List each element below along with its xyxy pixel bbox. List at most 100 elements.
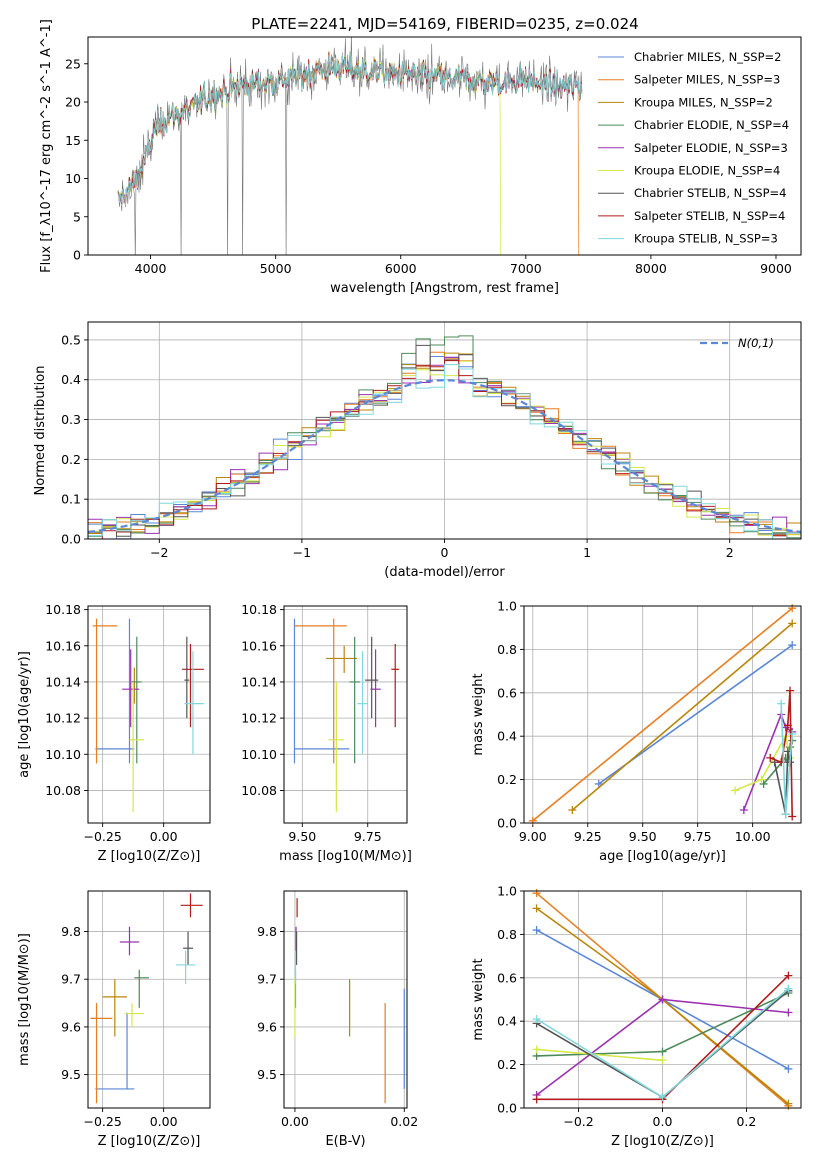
plus-marker (658, 1093, 667, 1102)
mass-vs-Z-axes (84, 891, 210, 1112)
plus-marker (788, 619, 797, 628)
x-tick-label: 9.75 (684, 829, 712, 844)
y-tick-label: 0.2 (497, 772, 517, 787)
y-tick-label: 10.14 (45, 674, 81, 689)
y-tick-label: 0.0 (497, 1101, 517, 1116)
y-axis-label: mass weight (471, 673, 486, 755)
model-spectrum-line (117, 51, 583, 207)
observed-spectrum-line (117, 37, 583, 255)
y-axis-label: mass weight (471, 958, 486, 1040)
residual-histogram-series (88, 364, 801, 539)
data-point (184, 651, 204, 755)
plus-marker (658, 1047, 667, 1056)
x-tick-label: 9.50 (629, 829, 657, 844)
data-point (124, 1003, 145, 1027)
data-point (92, 618, 118, 764)
y-tick-label: 10.12 (45, 711, 81, 726)
y-tick-label: 1.0 (497, 599, 517, 614)
model-spectrum-line (117, 51, 583, 204)
x-tick-label: 2 (726, 545, 734, 560)
plus-marker (766, 753, 775, 762)
legend-label: Salpeter ELODIE, N_SSP=3 (634, 141, 788, 155)
y-tick-label: 0.0 (61, 532, 81, 547)
mass-vs-Z-frame (87, 890, 211, 1109)
y-tick-label: 10.16 (241, 638, 277, 653)
mass-weight-series-line (743, 712, 793, 811)
data-point (175, 950, 196, 984)
plus-marker (784, 1064, 793, 1073)
x-tick-label: 4000 (135, 261, 167, 276)
x-tick-label: 0.00 (150, 829, 178, 844)
x-tick-label: −0.25 (83, 1114, 121, 1129)
y-tick-label: 15 (65, 133, 81, 148)
plus-marker (532, 1045, 541, 1054)
x-tick-label: 0.2 (736, 1114, 756, 1129)
model-spectrum-line (117, 54, 583, 204)
plus-marker (759, 779, 768, 788)
data-point (119, 926, 140, 956)
mass-vs-EBV-axes (280, 891, 407, 1112)
normal-curve-line (88, 379, 801, 534)
y-tick-label: 10.10 (241, 747, 277, 762)
plus-marker (784, 971, 793, 980)
plus-marker (781, 810, 790, 819)
y-tick-label: 10.08 (45, 783, 81, 798)
data-point (349, 636, 360, 764)
model-spectrum-line (117, 53, 583, 205)
y-tick-label: 0.4 (61, 372, 81, 387)
data-point (90, 1003, 113, 1104)
plus-marker (788, 641, 797, 650)
y-tick-label: 0.8 (497, 642, 517, 657)
y-tick-label: 0.4 (497, 1014, 517, 1029)
mass-vs-EBV-frame (283, 890, 408, 1109)
data-point (95, 1012, 135, 1090)
legend-label: Chabrier STELIB, N_SSP=4 (634, 186, 786, 200)
y-tick-label: 10.18 (241, 602, 277, 617)
x-axis-label: E(B-V) (325, 1134, 365, 1149)
age-vs-mass-axes (280, 606, 407, 827)
x-tick-label: 7000 (510, 261, 542, 276)
data-point (183, 931, 193, 965)
legend-label: Salpeter MILES, N_SSP=3 (634, 73, 780, 87)
data-point (134, 969, 149, 1008)
plus-marker (784, 984, 793, 993)
y-tick-label: 9.7 (61, 972, 81, 987)
mass-weight-series-line (536, 1048, 663, 1062)
data-point (180, 893, 203, 918)
x-tick-label: 0 (441, 545, 449, 560)
x-axis-label: wavelength [Angstrom, rest frame] (330, 281, 559, 296)
legend-label: Salpeter STELIB, N_SSP=4 (634, 209, 785, 223)
plus-marker (532, 1095, 541, 1104)
y-tick-label: 10.14 (241, 674, 277, 689)
plus-marker (532, 1015, 541, 1024)
plus-marker (568, 805, 577, 814)
data-point (184, 636, 190, 719)
age-vs-mass-frame (283, 605, 408, 824)
y-tick-label: 10.12 (241, 711, 277, 726)
x-axis-label: Z [log10(Z/Z⊙)] (611, 1134, 714, 1149)
x-tick-label: −0.2 (563, 1114, 593, 1129)
age-vs-Z-axes (84, 606, 210, 827)
legend-label: Chabrier ELODIE, N_SSP=4 (634, 118, 789, 132)
x-tick-label: 9.25 (574, 829, 602, 844)
y-axis-label: Flux [f_λ10^-17 erg cm^-2 s^-1 A^-1] (39, 19, 54, 273)
plus-marker (739, 805, 748, 814)
plus-marker (783, 721, 792, 730)
plus-marker (788, 812, 797, 821)
data-point (391, 643, 400, 728)
x-tick-label: 1 (583, 545, 591, 560)
plus-marker (532, 926, 541, 935)
data-point (122, 649, 140, 728)
x-tick-label: 0.00 (150, 1114, 178, 1129)
plus-marker (658, 1056, 667, 1065)
data-point (95, 618, 135, 764)
data-point (294, 618, 347, 764)
y-tick-label: 0.4 (497, 729, 517, 744)
y-tick-label: 0.0 (497, 816, 517, 831)
y-tick-label: 10.18 (45, 602, 81, 617)
y-tick-label: 10 (65, 171, 81, 186)
y-tick-label: 10.08 (241, 783, 277, 798)
model-spectrum-line (117, 51, 583, 206)
x-tick-label: 9.75 (354, 829, 382, 844)
x-tick-label: 9.50 (288, 829, 316, 844)
